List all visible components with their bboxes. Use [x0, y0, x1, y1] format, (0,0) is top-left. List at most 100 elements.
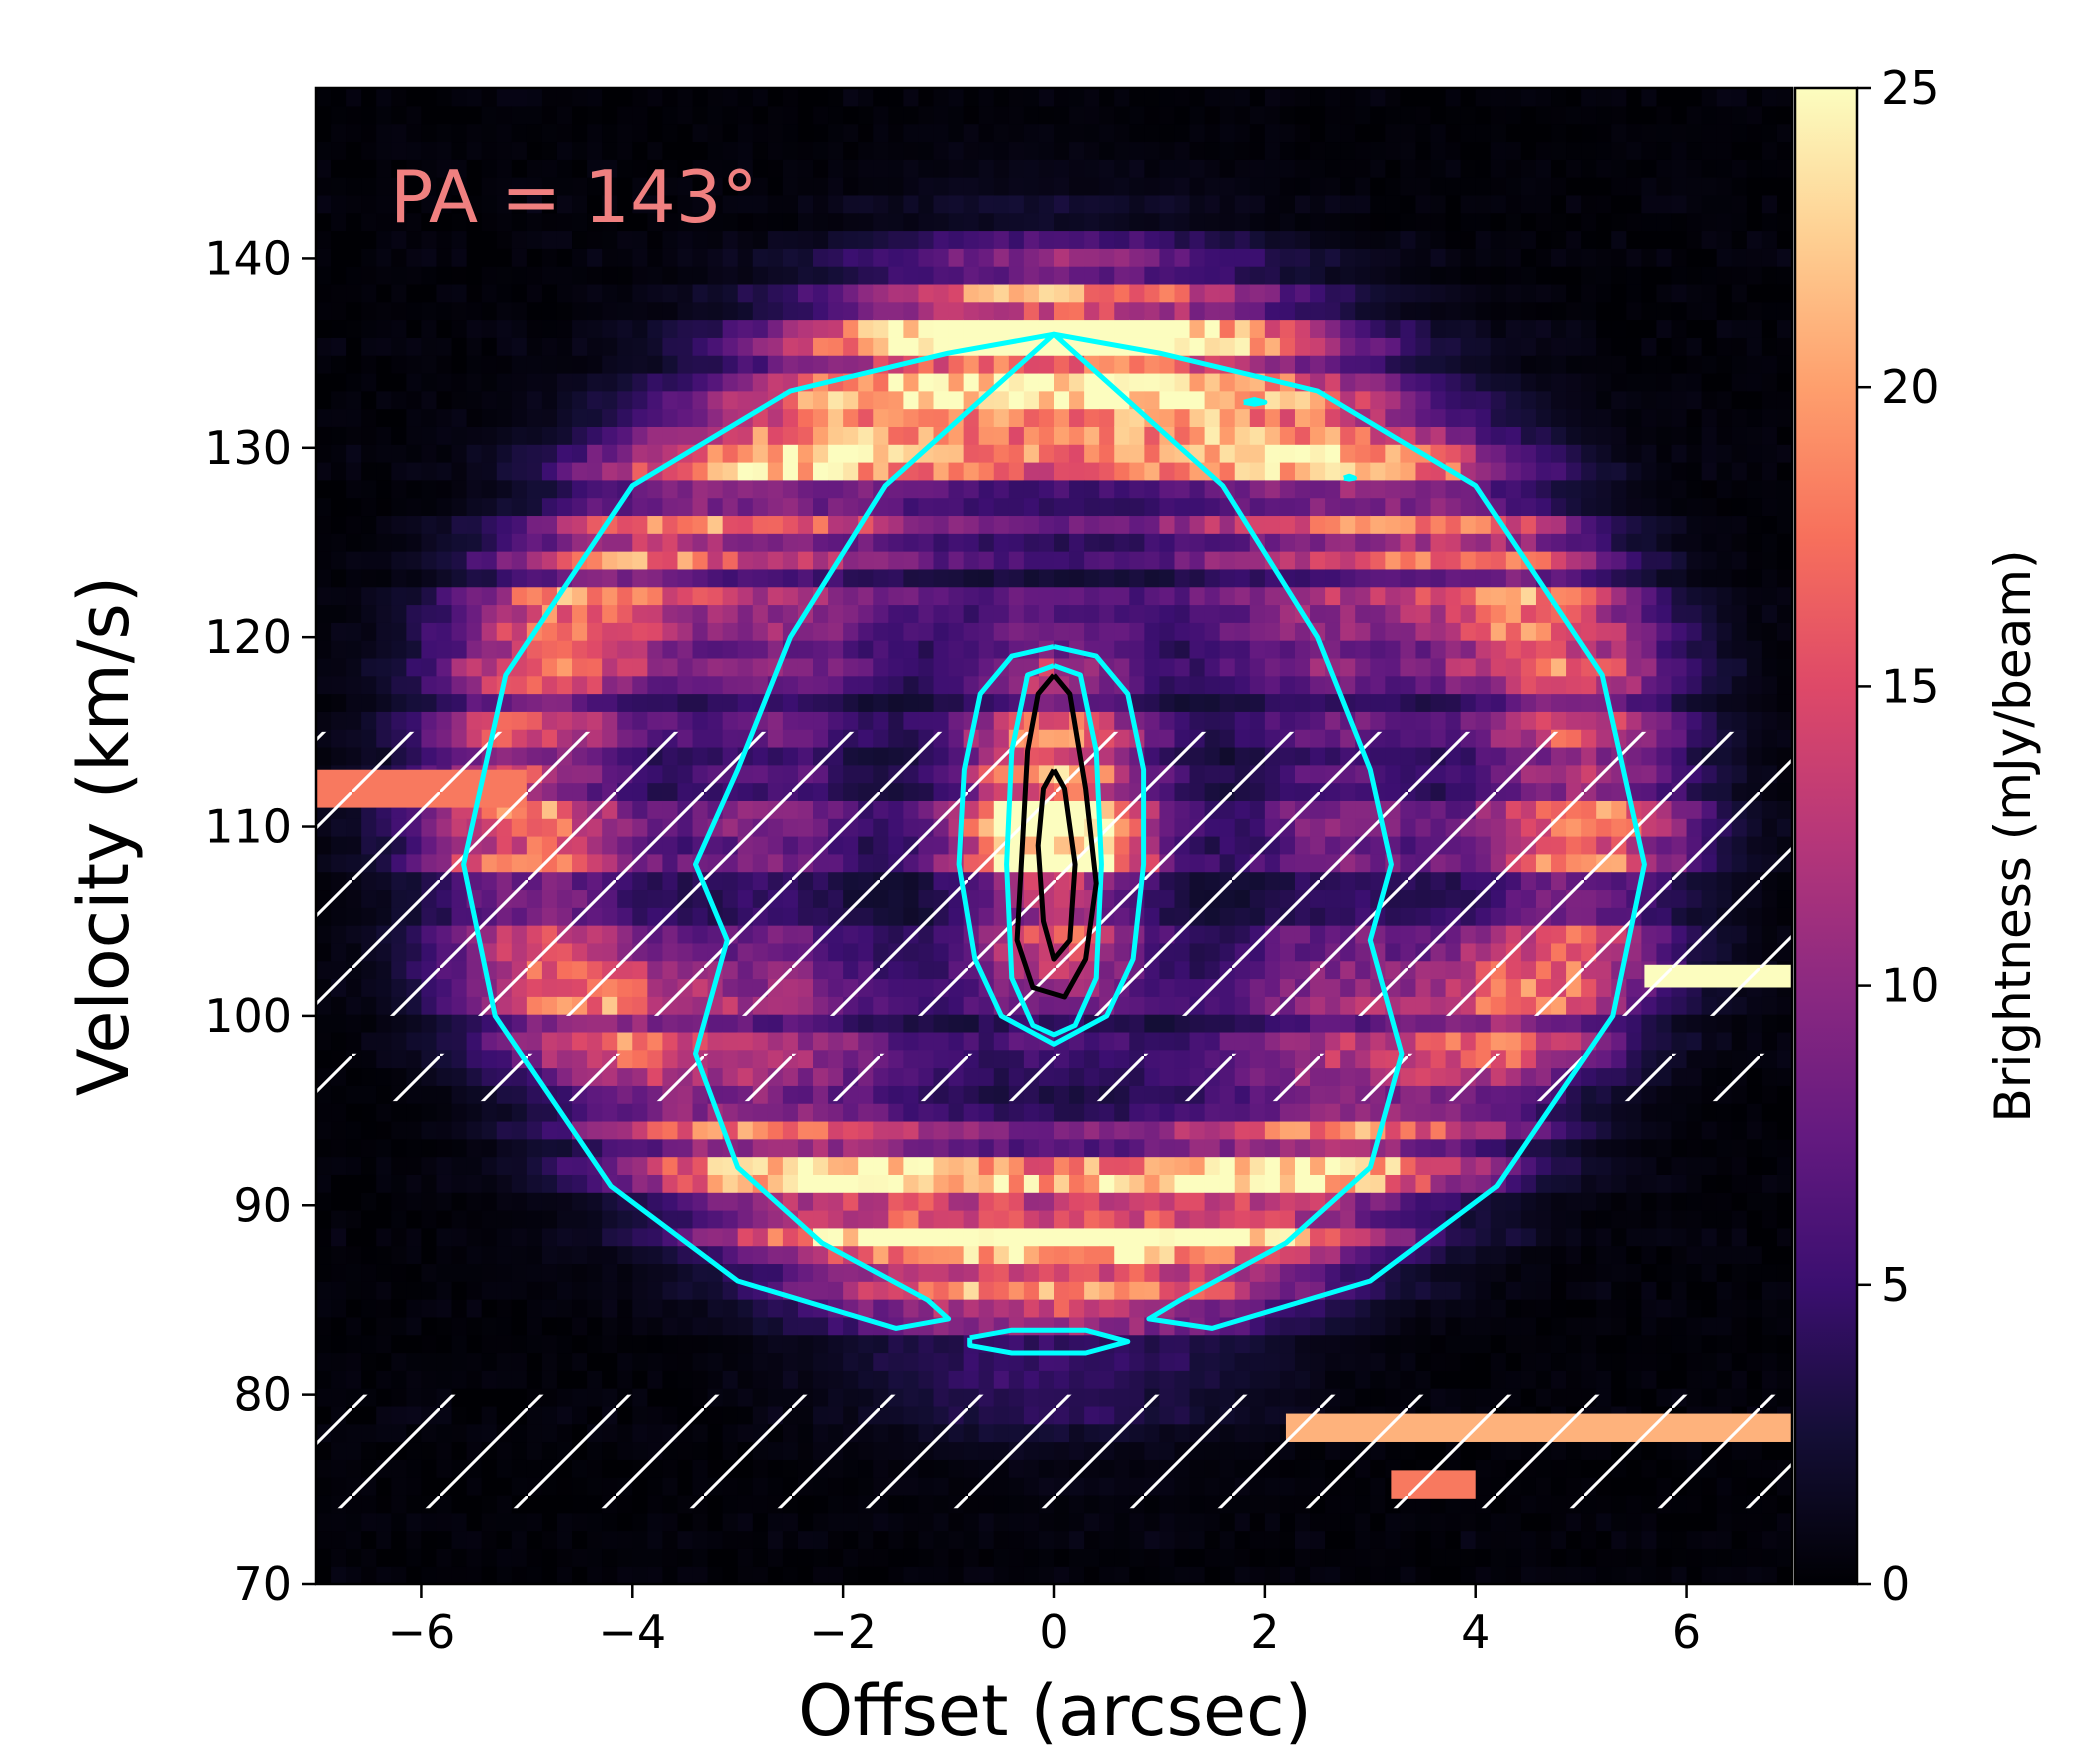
heatmap-cell [647, 1138, 664, 1158]
heatmap-cell [993, 1227, 1010, 1247]
heatmap-cell [1174, 141, 1191, 160]
heatmap-cell [1054, 1352, 1070, 1371]
heatmap-cell [963, 141, 980, 160]
heatmap-cell [873, 1512, 889, 1532]
heatmap-cell [963, 1548, 980, 1567]
heatmap-cell [782, 1512, 799, 1532]
heatmap-cell [436, 1512, 453, 1532]
heatmap-cell [662, 123, 679, 143]
heatmap-cell [1189, 88, 1206, 107]
heatmap-cell [391, 301, 407, 321]
heatmap-cell [1189, 479, 1206, 499]
heatmap-cell [556, 657, 573, 677]
heatmap-cell [797, 141, 814, 160]
heatmap-cell [1008, 1103, 1025, 1122]
heatmap-cell [647, 319, 664, 338]
heatmap-cell [496, 1138, 513, 1158]
heatmap-cell [331, 551, 347, 570]
heatmap-cell [782, 1370, 799, 1389]
heatmap-cell [1008, 123, 1025, 143]
heatmap-cell [843, 551, 859, 570]
heatmap-cell [1023, 604, 1040, 623]
heatmap-cell [1129, 372, 1145, 392]
heatmap-cell [316, 1334, 332, 1354]
heatmap-cell [873, 1031, 889, 1051]
heatmap-cell [1174, 248, 1191, 267]
heatmap-cell [918, 283, 935, 303]
heatmap-cell [858, 462, 874, 481]
heatmap-cell [541, 675, 558, 695]
heatmap-cell [933, 462, 950, 481]
heatmap-cell [903, 1210, 920, 1229]
heatmap-cell [466, 372, 483, 392]
heatmap-cell [843, 675, 859, 695]
heatmap-cell [1069, 408, 1085, 427]
heatmap-cell [662, 586, 679, 606]
heatmap-cell [797, 462, 814, 481]
heatmap-cell [1189, 657, 1206, 677]
heatmap-cell [1114, 141, 1130, 160]
heatmap-cell [918, 105, 935, 125]
heatmap-cell [406, 497, 423, 517]
heatmap-cell [1189, 1530, 1206, 1549]
heatmap-cell [466, 1263, 483, 1282]
heatmap-cell [1129, 1014, 1145, 1033]
heatmap-cell [993, 1299, 1010, 1318]
heatmap-cell [782, 141, 799, 160]
heatmap-cell [466, 551, 483, 570]
heatmap-cell [722, 230, 739, 249]
heatmap-cell [391, 177, 407, 196]
heatmap-cell [813, 105, 829, 125]
heatmap-cell [331, 194, 347, 214]
heatmap-cell [511, 372, 528, 392]
heatmap-cell [933, 390, 950, 410]
heatmap-cell [361, 1263, 377, 1282]
heatmap-cell [1054, 1530, 1070, 1549]
heatmap-cell [782, 1014, 799, 1033]
heatmap-cell [1054, 1281, 1070, 1300]
heatmap-cell [511, 408, 528, 427]
heatmap-cell [782, 604, 799, 623]
heatmap-cell [722, 1192, 739, 1211]
heatmap-cell [737, 657, 754, 677]
heatmap-cell [1008, 1031, 1025, 1051]
heatmap-cell [1084, 479, 1100, 499]
heatmap-cell [572, 88, 588, 107]
heatmap-cell [587, 497, 603, 517]
heatmap-cell [632, 194, 648, 214]
heatmap-cell [556, 604, 573, 623]
heatmap-cell [647, 301, 664, 321]
heatmap-cell [1129, 141, 1145, 160]
heatmap-cell [782, 1138, 799, 1158]
heatmap-cell [526, 1548, 543, 1567]
heatmap-cell [331, 123, 347, 143]
heatmap-cell [436, 1227, 453, 1247]
heatmap-cell [948, 1174, 965, 1193]
heatmap-cell [421, 693, 438, 712]
heatmap-cell [662, 604, 679, 623]
heatmap-cell [406, 372, 423, 392]
heatmap-cell [647, 283, 664, 303]
heatmap-cell [647, 1566, 664, 1584]
heatmap-cell [843, 693, 859, 712]
heatmap-cell [692, 266, 709, 285]
heatmap-cell [421, 408, 438, 427]
heatmap-cell [692, 1281, 709, 1300]
heatmap-cell [466, 88, 483, 107]
heatmap-cell [843, 568, 859, 588]
heatmap-cell [421, 1530, 438, 1549]
heatmap-cell [978, 462, 995, 481]
heatmap-cell [993, 515, 1010, 534]
heatmap-cell [1038, 1512, 1055, 1532]
heatmap-cell [888, 604, 904, 623]
heatmap-cell [587, 1245, 603, 1265]
heatmap-cell [843, 1138, 859, 1158]
heatmap-cell [692, 1566, 709, 1584]
heatmap-cell [1114, 1174, 1130, 1193]
heatmap-cell [481, 1103, 498, 1122]
heatmap-cell [948, 301, 965, 321]
heatmap-cell [587, 1530, 603, 1549]
heatmap-cell [466, 105, 483, 125]
heatmap-cell [828, 711, 844, 730]
heatmap-cell [813, 408, 829, 427]
